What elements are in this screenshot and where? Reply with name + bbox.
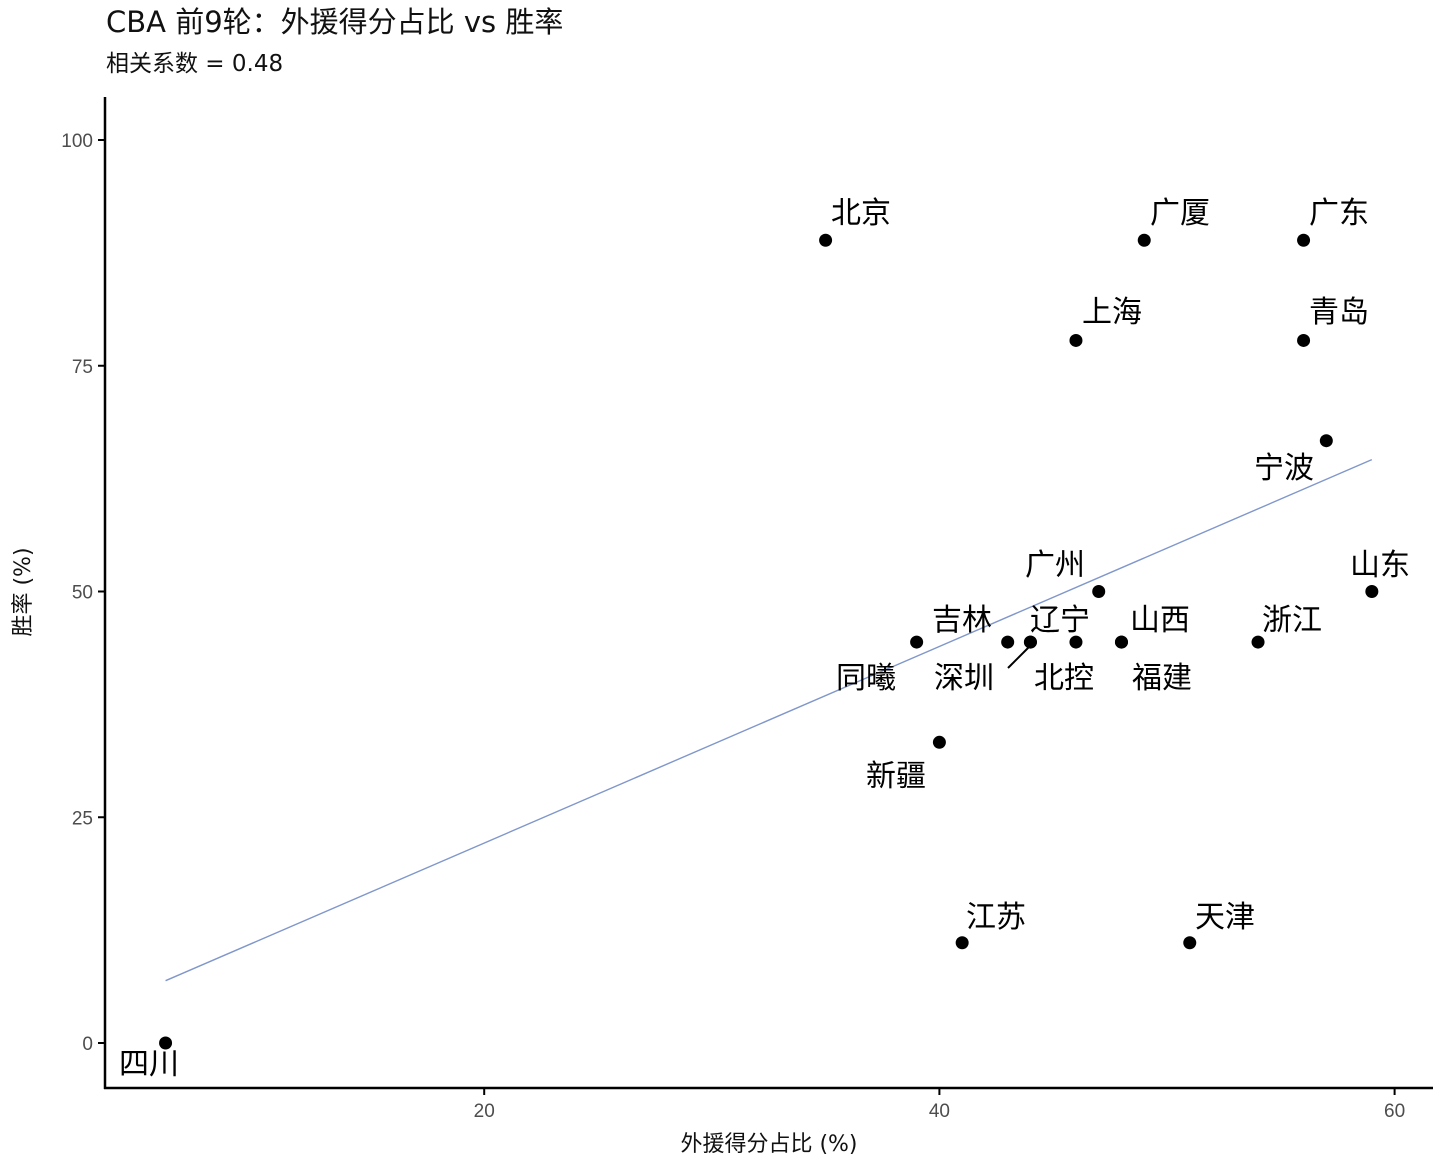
- point-label: 青岛: [1309, 295, 1369, 330]
- point-label: 新疆: [866, 759, 926, 794]
- x-axis-title: 外援得分占比 (%): [680, 1132, 857, 1157]
- data-point: [932, 735, 946, 749]
- x-tick-label: 60: [1384, 1101, 1405, 1122]
- data-point: [1251, 635, 1265, 649]
- data-point: [159, 1036, 173, 1050]
- point-label: 广东: [1309, 196, 1369, 231]
- data-point: [1001, 635, 1015, 649]
- y-tick-label: 0: [82, 1034, 93, 1055]
- y-tick-label: 50: [72, 583, 93, 604]
- point-label: 北京: [831, 196, 891, 231]
- data-point: [819, 233, 833, 247]
- point-label: 广厦: [1150, 196, 1210, 231]
- chart-subtitle: 相关系数 = 0.48: [106, 51, 284, 77]
- axes: [103, 97, 1433, 1090]
- data-point: [955, 936, 969, 950]
- data-point: [1137, 233, 1151, 247]
- y-axis-ticks: 0 25 50 75 100: [61, 131, 105, 1055]
- data-point: [1297, 233, 1311, 247]
- y-tick-label: 75: [72, 357, 93, 378]
- y-axis-title: 胜率 (%): [11, 547, 36, 636]
- regression-line: [165, 459, 1373, 982]
- point-label: 上海: [1082, 295, 1142, 330]
- point-label: 辽宁: [1030, 603, 1090, 638]
- point-label: 山西: [1130, 603, 1190, 638]
- point-label: 四川: [119, 1047, 179, 1082]
- data-point: [910, 635, 924, 649]
- data-points: [159, 233, 1379, 1050]
- data-point: [1365, 585, 1379, 598]
- data-point: [1069, 635, 1083, 649]
- y-tick-label: 100: [61, 131, 93, 152]
- point-label: 吉林: [932, 603, 992, 638]
- point-label: 同曦: [836, 661, 896, 696]
- data-point: [1114, 635, 1128, 649]
- regression-line-path: [165, 459, 1373, 982]
- point-label: 北控: [1034, 661, 1094, 696]
- point-label: 浙江: [1262, 603, 1322, 638]
- data-point: [1297, 333, 1311, 347]
- x-tick-label: 40: [929, 1101, 950, 1122]
- point-label: 广州: [1025, 548, 1085, 583]
- y-tick-label: 25: [72, 808, 93, 829]
- data-point: [1319, 434, 1333, 448]
- data-point: [1092, 585, 1106, 598]
- point-label: 宁波: [1254, 451, 1314, 486]
- point-label: 深圳: [934, 661, 994, 696]
- x-tick-label: 20: [474, 1101, 495, 1122]
- data-point: [1023, 635, 1037, 649]
- data-point: [1183, 936, 1197, 950]
- point-label: 天津: [1195, 900, 1255, 935]
- point-label: 山东: [1350, 548, 1410, 583]
- x-axis-ticks: 20 40 60: [474, 1088, 1405, 1122]
- chart-title: CBA 前9轮：外援得分占比 vs 胜率: [106, 5, 564, 39]
- label-leader-line: [1007, 645, 1031, 669]
- point-label: 福建: [1132, 661, 1192, 696]
- point-label: 江苏: [966, 900, 1026, 935]
- data-point: [1069, 333, 1083, 347]
